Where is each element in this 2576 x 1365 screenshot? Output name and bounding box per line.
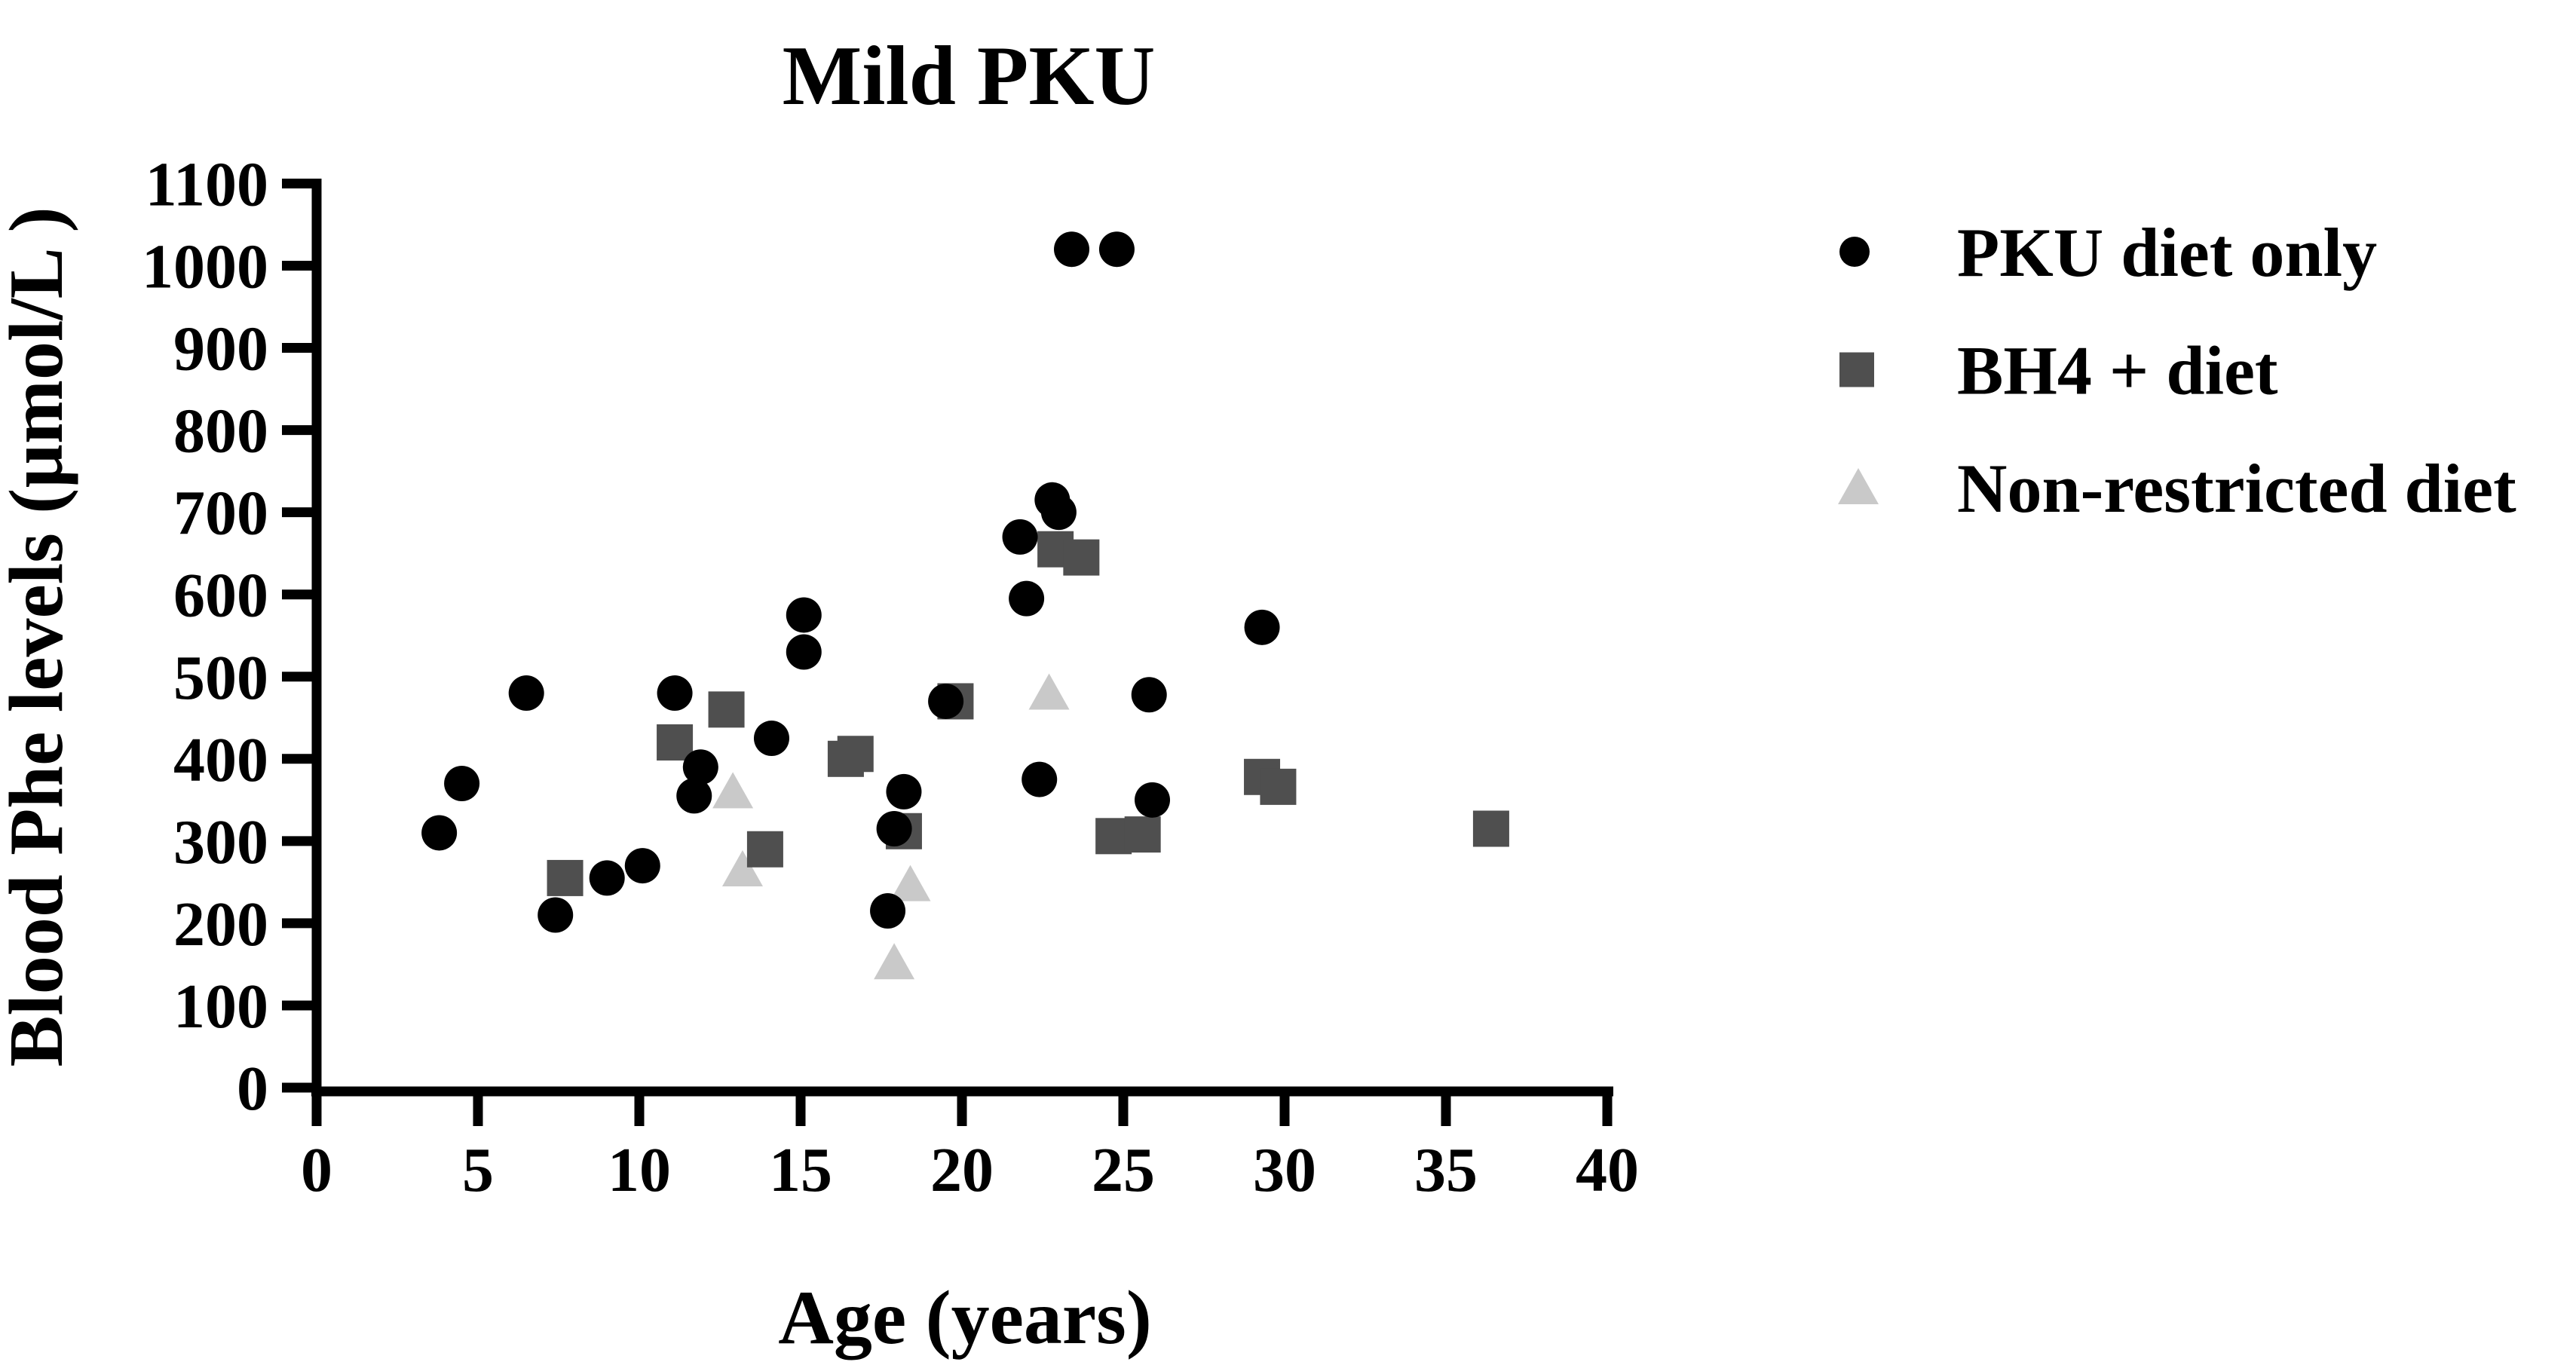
data-point-circle xyxy=(1040,494,1077,531)
series-triangle xyxy=(712,673,1070,980)
data-point-circle xyxy=(676,778,712,814)
x-tick-label: 25 xyxy=(1092,1135,1155,1205)
x-tick-label: 20 xyxy=(930,1135,994,1205)
data-point-circle xyxy=(886,773,922,810)
data-point-square xyxy=(1260,768,1297,805)
legend-item: BH4 + diet xyxy=(1839,332,2278,409)
legend-item: PKU diet only xyxy=(1839,214,2377,291)
data-point-circle xyxy=(1244,609,1280,645)
y-tick-label: 700 xyxy=(173,479,268,549)
data-point-square xyxy=(1124,816,1161,853)
legend-label: BH4 + diet xyxy=(1957,332,2278,409)
y-tick-label: 400 xyxy=(173,725,268,795)
data-point-triangle xyxy=(890,865,931,901)
data-point-circle xyxy=(928,683,964,719)
data-point-circle xyxy=(538,897,574,933)
x-tick-label: 35 xyxy=(1414,1135,1478,1205)
data-points xyxy=(421,231,1509,980)
y-tick-label: 300 xyxy=(173,807,268,877)
data-point-triangle xyxy=(1028,673,1070,710)
x-tick-label: 0 xyxy=(301,1135,332,1205)
data-point-circle xyxy=(870,893,906,929)
data-point-circle xyxy=(786,597,822,633)
data-point-circle xyxy=(589,860,625,896)
legend-item: Non-restricted diet xyxy=(1838,450,2516,527)
y-tick-label: 1100 xyxy=(145,149,268,219)
data-point-circle xyxy=(1022,761,1058,797)
y-tick-label: 500 xyxy=(173,643,268,713)
data-point-square xyxy=(547,859,584,896)
data-point-circle xyxy=(1135,782,1171,818)
y-tick-label: 1000 xyxy=(142,232,268,302)
data-point-circle xyxy=(1098,231,1135,268)
circle-legend-icon xyxy=(1839,237,1870,267)
x-tick-label: 5 xyxy=(462,1135,494,1205)
data-point-circle xyxy=(421,815,458,851)
x-axis-title: Age (years) xyxy=(778,1275,1152,1360)
data-point-square xyxy=(746,831,783,868)
y-tick-label: 600 xyxy=(173,561,268,631)
data-point-circle xyxy=(444,766,480,802)
legend-label: PKU diet only xyxy=(1957,214,2377,291)
data-point-circle xyxy=(624,848,660,884)
square-legend-icon xyxy=(1839,352,1874,387)
data-point-triangle xyxy=(721,850,763,887)
axes xyxy=(282,178,1613,1126)
data-point-circle xyxy=(876,810,912,846)
legend: PKU diet only BH4 + diet Non-restricted di… xyxy=(1838,214,2516,527)
data-point-circle xyxy=(1002,519,1038,555)
data-point-circle xyxy=(508,675,544,712)
y-tick-label: 100 xyxy=(173,972,268,1042)
data-point-circle xyxy=(1009,580,1045,617)
x-tick-label: 10 xyxy=(608,1135,671,1205)
legend-label: Non-restricted diet xyxy=(1957,450,2516,527)
y-tick-label: 200 xyxy=(173,889,268,959)
data-point-circle xyxy=(682,749,718,785)
y-axis-title: Blood Phe levels (µmol/L ) xyxy=(0,207,79,1067)
y-tick-label: 900 xyxy=(173,314,268,384)
data-point-triangle xyxy=(874,943,915,980)
x-tick-label: 40 xyxy=(1576,1135,1639,1205)
data-point-circle xyxy=(1131,677,1167,713)
data-point-square xyxy=(1063,539,1100,576)
data-point-square xyxy=(1472,810,1509,847)
chart-title: Mild PKU xyxy=(783,29,1156,123)
data-point-square xyxy=(657,724,694,761)
data-point-square xyxy=(837,736,874,773)
data-point-circle xyxy=(753,721,789,757)
data-point-circle xyxy=(786,634,822,670)
series-circle xyxy=(421,231,1280,933)
data-point-circle xyxy=(1054,231,1090,268)
y-tick-label: 0 xyxy=(237,1054,268,1124)
x-tick-label: 15 xyxy=(769,1135,832,1205)
data-point-circle xyxy=(657,675,693,712)
triangle-legend-icon xyxy=(1838,468,1879,504)
y-tick-labels: 0 100 200 300 400 500 600 700 800 900 1000 1100 xyxy=(142,149,268,1124)
y-tick-label: 800 xyxy=(173,396,268,467)
data-point-triangle xyxy=(712,772,754,809)
x-tick-labels: 0 5 10 15 20 25 30 35 40 xyxy=(301,1135,1639,1205)
x-tick-label: 30 xyxy=(1253,1135,1316,1205)
data-point-square xyxy=(708,691,745,728)
